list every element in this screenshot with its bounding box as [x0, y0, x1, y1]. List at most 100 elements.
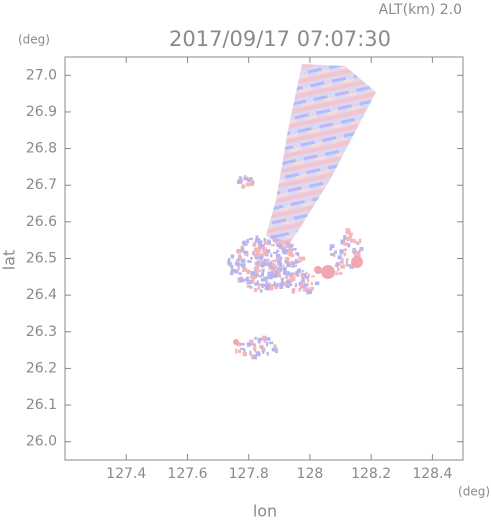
echo — [303, 287, 307, 292]
echo — [298, 256, 301, 260]
echo — [273, 251, 278, 254]
echo — [263, 237, 266, 242]
echo — [257, 286, 261, 290]
echo — [246, 269, 251, 275]
echo — [278, 246, 282, 249]
echo — [272, 270, 277, 273]
echo — [273, 283, 277, 287]
echo — [343, 252, 347, 257]
echo — [275, 347, 278, 350]
echo — [306, 278, 310, 282]
echo — [251, 276, 255, 282]
echo — [263, 276, 269, 280]
echo — [239, 278, 245, 282]
echo — [252, 250, 255, 256]
echo — [250, 354, 254, 360]
echo — [234, 348, 238, 354]
echo — [243, 176, 249, 181]
echo — [268, 267, 274, 270]
echo — [254, 247, 258, 252]
echo — [233, 269, 239, 274]
echo — [256, 267, 260, 270]
echo — [268, 284, 274, 288]
echo — [259, 259, 263, 263]
y-tick-label: 26.5 — [26, 251, 57, 267]
echo — [307, 273, 311, 277]
echo — [350, 238, 356, 243]
echo — [242, 265, 245, 268]
radar-swath — [266, 64, 376, 252]
echo — [272, 265, 278, 268]
echo — [301, 269, 304, 273]
echo — [256, 260, 260, 264]
x-tick-label: 128.4 — [412, 466, 452, 482]
echo — [321, 265, 335, 279]
echo — [261, 244, 265, 247]
echo — [284, 260, 289, 264]
echo — [265, 337, 271, 341]
echo — [240, 347, 244, 350]
echo — [256, 280, 259, 285]
echo — [291, 288, 296, 293]
echo — [246, 253, 249, 257]
echo — [273, 234, 278, 239]
echo — [247, 178, 251, 183]
echo — [346, 258, 349, 261]
altitude-label: ALT(km) 2.0 — [379, 2, 462, 18]
echo — [233, 339, 239, 345]
echo — [266, 239, 270, 243]
echo — [298, 268, 301, 273]
echo — [291, 262, 296, 265]
echo — [276, 259, 282, 265]
echo — [247, 281, 253, 284]
echo — [281, 241, 286, 244]
echo — [304, 284, 307, 289]
echo — [274, 285, 278, 290]
echo — [283, 281, 288, 287]
echo — [340, 264, 345, 269]
echo — [340, 239, 344, 245]
y-tick-label: 26.7 — [26, 177, 57, 193]
echo — [243, 243, 248, 246]
echo — [345, 228, 350, 231]
echo — [299, 284, 304, 288]
x-tick-label: 127.8 — [229, 466, 269, 482]
echo — [258, 240, 263, 245]
echo — [343, 248, 347, 252]
echo — [286, 262, 291, 268]
echo — [246, 285, 252, 288]
echo — [255, 272, 259, 277]
echo — [311, 275, 315, 278]
echo — [345, 259, 349, 263]
echo — [257, 283, 262, 287]
echo — [335, 271, 338, 276]
echo — [250, 271, 256, 276]
echo — [237, 179, 242, 185]
echo — [334, 264, 337, 268]
echo — [333, 252, 336, 257]
y-unit: (deg) — [18, 33, 50, 47]
echo — [272, 273, 278, 278]
x-tick-label: 127.6 — [167, 466, 207, 482]
echo — [337, 267, 340, 272]
echo — [276, 267, 281, 273]
echo — [248, 279, 254, 284]
echo — [291, 265, 295, 268]
echo — [279, 282, 284, 286]
echo — [283, 250, 288, 255]
echo — [330, 252, 334, 256]
echo — [263, 259, 266, 263]
echo — [246, 342, 251, 347]
y-tick-label: 27.0 — [26, 67, 57, 83]
echo — [345, 261, 349, 266]
echo — [259, 255, 264, 260]
y-tick-label: 26.6 — [26, 214, 57, 230]
echo — [275, 270, 281, 275]
echo — [245, 276, 250, 280]
echo — [278, 274, 282, 278]
echo — [329, 247, 333, 251]
echo — [358, 248, 363, 252]
echo — [252, 354, 257, 360]
echo — [293, 248, 297, 251]
